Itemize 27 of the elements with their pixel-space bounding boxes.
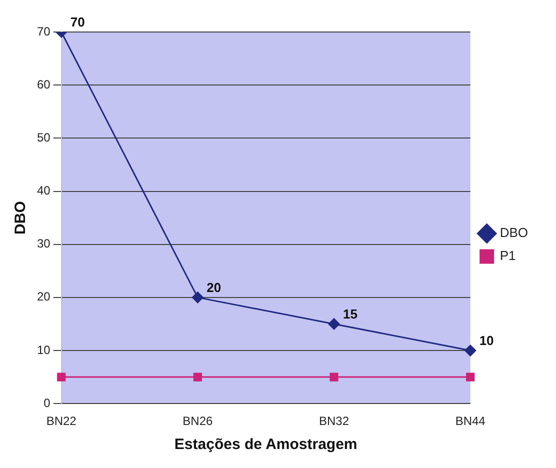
y-tick-label: 40 (36, 184, 51, 198)
legend-label: DBO (500, 225, 528, 240)
y-tick-label: 70 (36, 24, 51, 38)
point (193, 372, 202, 382)
legend-label: P1 (500, 248, 516, 264)
x-tick-label: BN22 (46, 414, 77, 428)
y-tick-label: 30 (36, 236, 51, 251)
point (466, 372, 475, 382)
y-axis-title: DBO (12, 200, 30, 234)
x-tick-label: BN26 (182, 414, 214, 428)
x-tick-label: BN44 (455, 414, 486, 428)
point (57, 372, 66, 382)
y-tick-label: 0 (44, 396, 51, 410)
point (330, 372, 338, 382)
point (192, 292, 204, 304)
y-tick-label: 10 (36, 342, 51, 357)
point (328, 318, 340, 330)
x-axis-title: Estações de Amostragem (174, 436, 358, 454)
data-label: 15 (343, 306, 358, 322)
data-label: 20 (206, 280, 222, 296)
y-tick-label: 60 (36, 77, 51, 92)
data-label: 10 (479, 333, 494, 348)
y-tick-label: 50 (36, 130, 51, 144)
x-tick-label: BN32 (318, 414, 350, 428)
data-label: 70 (70, 14, 85, 30)
y-tick-label: 20 (36, 290, 51, 304)
point (464, 344, 476, 356)
